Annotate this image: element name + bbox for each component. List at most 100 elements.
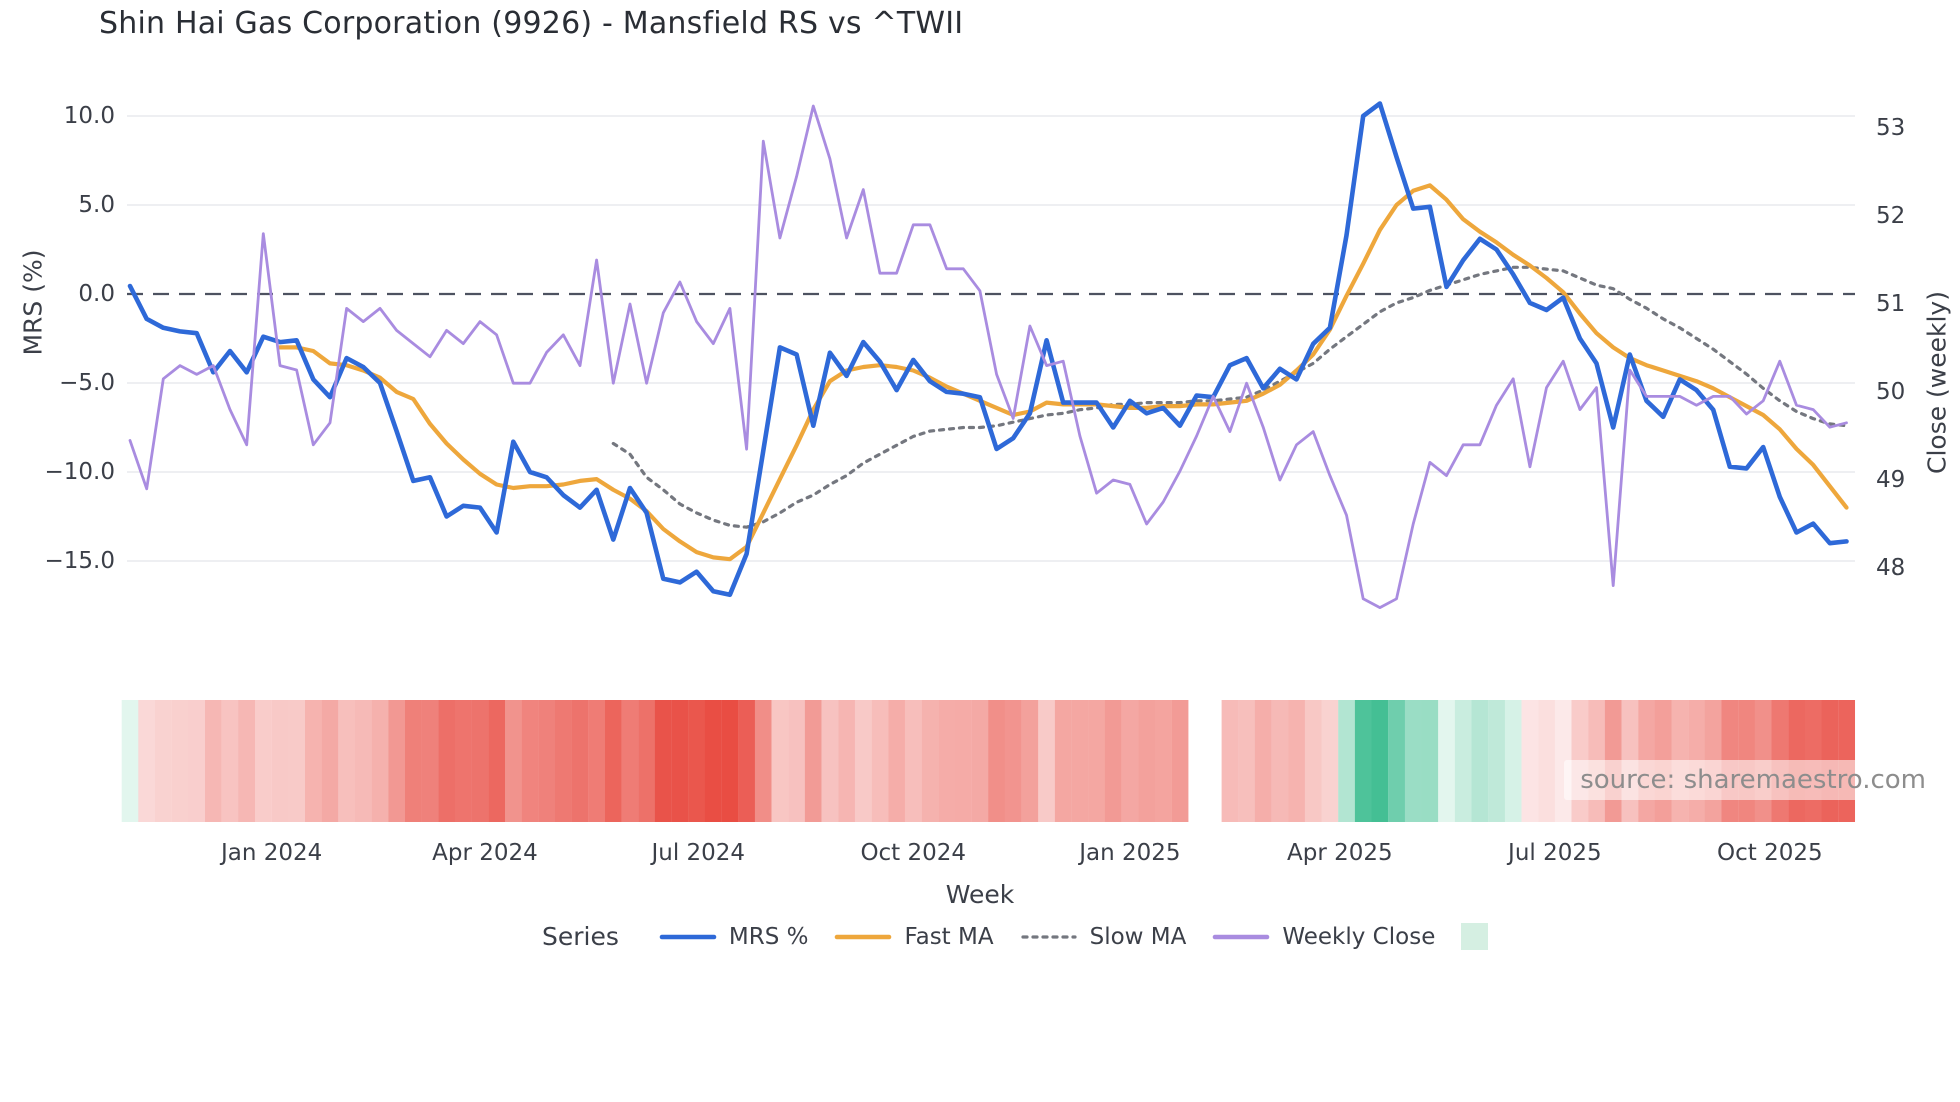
heatmap-cell [771,700,789,822]
heatmap-cell [188,700,206,822]
heatmap-cell [388,700,406,822]
heatmap-cell [505,700,522,822]
heatmap-cell [138,700,156,822]
legend-entry-label: Weekly Close [1282,923,1436,950]
heatmap-cell [1038,700,1056,822]
heatmap-cell [321,700,339,822]
heatmap-cell [588,700,606,822]
heatmap-cell [904,700,922,822]
heatmap-cell [488,700,506,822]
legend-entry-label: MRS % [728,923,809,950]
heatmap-cell [988,700,1006,822]
heatmap-cell [455,700,472,822]
legend-entry-weekly-close: Weekly Close [1212,924,1435,950]
heatmap-cell [938,700,956,822]
heatmap-cell [305,700,322,822]
heatmap-cell [654,700,672,822]
legend-line-sample [835,934,892,939]
heatmap-cell [1054,700,1072,822]
x-tick-label: Jul 2025 [1508,840,1602,866]
right-y-tick-label: 50 [1876,379,1906,405]
right-y-tick-label: 51 [1876,291,1906,317]
heatmap-cell [788,700,806,822]
right-y-tick-label: 53 [1876,115,1906,141]
heatmap-cell [155,700,172,822]
heatmap-cell [704,700,722,822]
heatmap-cell [1304,700,1322,822]
heatmap-cell [1154,700,1172,822]
heatmap-cell [1021,700,1039,822]
heatmap-cell [1488,700,1506,822]
heatmap-cell [1121,700,1139,822]
heatmap-cell [688,700,706,822]
heatmap-cell [571,700,589,822]
x-tick-label: Jan 2025 [1079,840,1181,866]
heatmap-cell [471,700,489,822]
legend-entry-heatmap [1461,923,1489,950]
heatmap-cell [638,700,656,822]
legend-entry-fast-ma: Fast MA [834,924,994,950]
legend-line-sample [1020,934,1077,939]
heatmap-legend-swatch [1461,923,1489,950]
x-tick-label: Oct 2024 [860,840,967,866]
left-y-tick-label: −15.0 [44,548,115,574]
heatmap-cell [838,700,856,822]
heatmap-cell [521,700,539,822]
legend-title: Series [542,922,619,951]
heatmap-cell [371,700,389,822]
heatmap-cell [1238,700,1256,822]
heatmap-cell [121,700,139,822]
left-y-tick-label: −5.0 [59,370,115,396]
heatmap-cell [538,700,556,822]
x-tick-label: Jan 2024 [220,840,323,866]
heatmap-cell [871,700,889,822]
heatmap-cell [405,700,422,822]
heatmap-cell [1088,700,1106,822]
heatmap-cell [1504,700,1522,822]
heatmap-cell [1288,700,1306,822]
source-note: source: sharemaestro.com [1564,760,1942,800]
heatmap-cell [271,700,289,822]
legend-line-sample [659,934,717,939]
legend: Series MRS % Fast MA Slow MA Weekly Close [542,922,1489,951]
slow-ma-line [611,265,1849,529]
heatmap-cell [238,700,256,822]
heatmap-cell [821,700,839,822]
heatmap-cell [854,700,872,822]
heatmap-cell [1254,700,1272,822]
left-y-tick-label: 0.0 [78,281,115,307]
heatmap-cell [1321,700,1339,822]
right-y-tick-label: 49 [1876,467,1906,493]
heatmap-cell [1221,700,1239,822]
heatmap-cell [804,700,822,822]
heatmap-cell [171,700,189,822]
heatmap-cell [1454,700,1472,822]
heatmap-cell [721,700,739,822]
heatmap-cell [1271,700,1289,822]
heatmap-cell [1338,700,1356,822]
legend-entry-slow-ma: Slow MA [1020,924,1186,950]
heatmap-cell [1471,700,1489,822]
heatmap-cell [954,700,972,822]
heatmap-cell [1004,700,1022,822]
fast-ma-line [277,183,1849,562]
heatmap-cell [205,700,222,822]
heatmap-cell [1138,700,1156,822]
chart-title: Shin Hai Gas Corporation (9926) - Mansfi… [99,6,964,41]
x-tick-label: Apr 2024 [432,840,538,866]
right-y-tick-label: 52 [1876,203,1906,229]
heatmap-cell [671,700,689,822]
heatmap-cell [971,700,989,822]
right-y-axis-title: Close (weekly) [1922,291,1952,474]
mrs-line [127,101,1849,598]
heatmap-cell [288,700,306,822]
heatmap-cell [1538,700,1556,822]
legend-entry-mrs-: MRS % [659,923,809,950]
heatmap-cell [1071,700,1089,822]
heatmap-cell [1171,700,1189,822]
heatmap-cell [1371,700,1389,822]
heatmap-cell [1521,700,1539,822]
left-y-tick-label: −10.0 [44,459,115,485]
heatmap-cell [221,700,239,822]
heatmap-cell [255,700,272,822]
